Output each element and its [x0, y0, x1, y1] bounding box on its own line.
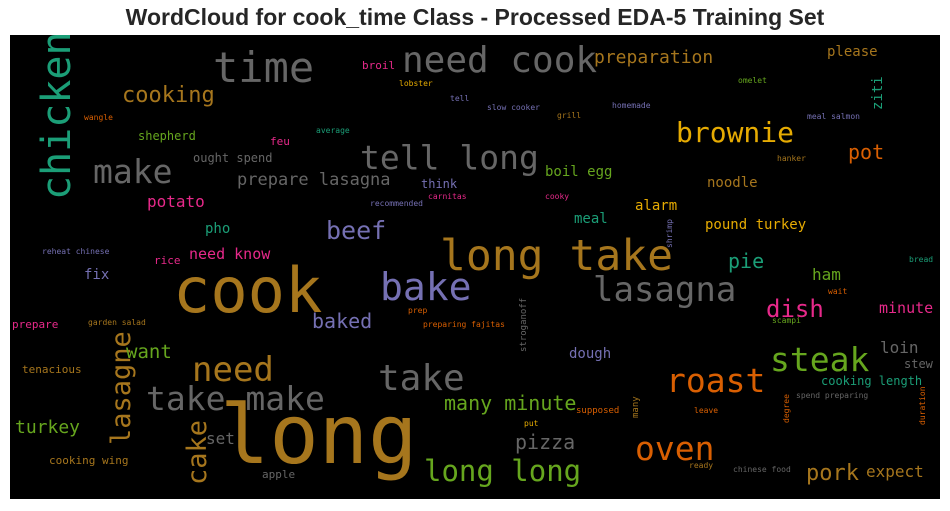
word-long: long: [220, 388, 417, 483]
word-pork: pork: [806, 461, 859, 486]
word-prepare: prepare: [12, 318, 58, 331]
word-long-take: long take: [440, 231, 673, 281]
word-pound-turkey: pound turkey: [705, 217, 806, 233]
word-need-cook: need cook: [402, 40, 597, 81]
word-wangle: wangle: [84, 113, 113, 122]
word-bake: bake: [380, 265, 472, 309]
word-cooky: cooky: [545, 192, 569, 201]
word-stew: stew: [904, 357, 934, 371]
word-loin: loin: [880, 338, 919, 357]
word-cooking: cooking: [122, 83, 215, 108]
word-apple: apple: [262, 468, 295, 481]
word-wait: wait: [828, 287, 847, 296]
chart-title: WordCloud for cook_time Class - Processe…: [125, 4, 825, 30]
word-slow-cooker: slow cooker: [487, 103, 540, 112]
word-put: put: [524, 419, 539, 428]
word-minute: minute: [879, 299, 933, 317]
word-make: make: [93, 152, 172, 191]
word-long-long: long long: [424, 454, 581, 488]
word-recommended: recommended: [370, 199, 423, 208]
word-shrimp: shrimp: [665, 219, 674, 248]
word-carnitas: carnitas: [428, 192, 467, 201]
word-prep: prep: [408, 306, 427, 315]
wordcloud-canvas: long cook long take chicken time bake need coo…: [10, 35, 940, 499]
word-chinese-food: chinese food: [733, 465, 791, 474]
word-shepherd: shepherd: [138, 129, 196, 143]
word-lobster: lobster: [399, 79, 433, 88]
word-many-minute: many minute: [444, 391, 576, 415]
word-turkey: turkey: [15, 417, 80, 438]
word-meal: meal: [574, 211, 608, 227]
wordcloud-svg: long cook long take chicken time bake need coo…: [12, 35, 934, 488]
word-dough: dough: [569, 346, 611, 362]
word-need: need: [192, 350, 274, 390]
word-cooking-wing: cooking wing: [49, 454, 128, 467]
word-duration: duration: [918, 386, 927, 425]
word-baked: baked: [312, 309, 372, 333]
word-bread: bread: [909, 255, 933, 264]
word-many: many: [631, 396, 641, 418]
word-prepare-lasagna: prepare lasagna: [237, 170, 391, 190]
word-hanker: hanker: [777, 154, 806, 163]
word-stroganoff: stroganoff: [519, 298, 529, 352]
word-scampi: scampi: [772, 316, 801, 325]
word-set: set: [206, 429, 235, 448]
word-want: want: [126, 341, 172, 363]
word-supposed: supposed: [576, 406, 619, 416]
word-leave: leave: [694, 406, 718, 415]
word-tell: tell: [450, 94, 469, 103]
word-noodle: noodle: [707, 175, 758, 191]
word-boil-egg: boil egg: [545, 164, 612, 180]
word-lasagne: lasagne: [106, 331, 137, 445]
word-garden-salad: garden salad: [88, 318, 146, 327]
word-need-know: need know: [189, 245, 271, 263]
word-degree: degree: [782, 394, 791, 423]
word-potato: potato: [147, 192, 205, 211]
word-preparation: preparation: [594, 47, 713, 68]
word-brownie: brownie: [676, 116, 794, 149]
word-dish: dish: [766, 295, 824, 323]
word-rice: rice: [154, 254, 181, 267]
word-please: please: [827, 44, 878, 60]
word-steak: steak: [770, 340, 869, 379]
word-oven: oven: [635, 429, 714, 468]
word-pizza: pizza: [515, 430, 575, 454]
word-ready: ready: [689, 461, 713, 470]
word-beef: beef: [326, 216, 386, 245]
word-cooking-length: cooking length: [821, 374, 922, 388]
word-alarm: alarm: [635, 198, 677, 214]
word-meal-salmon: meal salmon: [807, 112, 860, 121]
word-ziti: ziti: [870, 76, 886, 110]
word-spend-preparing: spend preparing: [796, 391, 868, 400]
word-average: average: [316, 126, 350, 135]
word-preparing-fajitas: preparing fajitas: [423, 320, 505, 329]
word-roast: roast: [666, 361, 765, 400]
word-pho: pho: [205, 221, 230, 237]
word-broil: broil: [362, 59, 395, 72]
word-pot: pot: [848, 140, 884, 164]
word-grill: grill: [557, 111, 581, 120]
word-ham: ham: [812, 265, 841, 284]
word-take-make: take make: [146, 379, 325, 418]
word-cook: cook: [173, 254, 322, 327]
word-homemade: homemade: [612, 101, 651, 110]
word-omelet: omelet: [738, 76, 767, 85]
word-feu: feu: [270, 135, 290, 148]
word-take: take: [378, 358, 465, 399]
word-cake: cake: [182, 420, 213, 485]
word-fix: fix: [84, 267, 109, 283]
word-lasagna: lasagna: [593, 270, 736, 310]
word-expect: expect: [866, 462, 924, 481]
word-reheat-chinese: reheat chinese: [42, 247, 110, 256]
word-think: think: [421, 177, 458, 191]
word-tell-long: tell long: [360, 138, 539, 177]
word-chicken: chicken: [34, 35, 80, 200]
word-ought-spend: ought spend: [193, 151, 272, 165]
word-tenacious: tenacious: [22, 363, 82, 376]
word-pie: pie: [728, 249, 764, 273]
word-time: time: [213, 43, 314, 92]
